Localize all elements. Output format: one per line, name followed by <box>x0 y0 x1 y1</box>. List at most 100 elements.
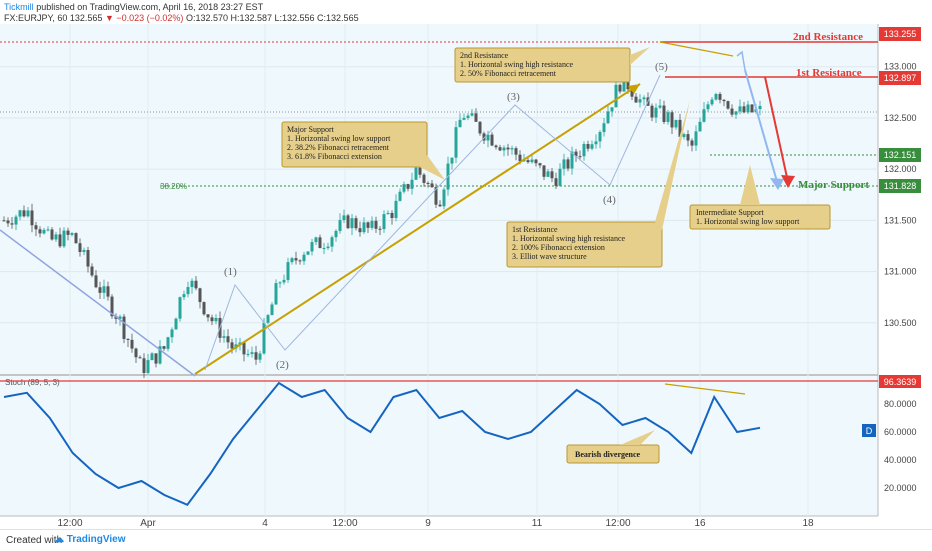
candle-body <box>758 105 762 110</box>
svg-text:132.897: 132.897 <box>884 73 917 83</box>
candle-body <box>186 287 190 295</box>
candle-body <box>458 119 462 128</box>
candle-body <box>342 215 346 221</box>
projection-line-blue <box>744 69 779 186</box>
candle-body <box>462 117 466 120</box>
svg-text:133.255: 133.255 <box>884 29 917 39</box>
candle-body <box>122 316 126 339</box>
candle-body <box>14 216 18 225</box>
candle-body <box>466 115 470 118</box>
candle-body <box>182 294 186 298</box>
candle-body <box>610 107 614 112</box>
candle-body <box>658 105 662 108</box>
annotation-second-resistance: 2nd Resistance 1. Horizontal swing high r… <box>454 47 650 83</box>
price-pane-background <box>0 24 878 374</box>
candle-body <box>642 97 646 100</box>
chart-header: Tickmill published on TradingView.com, A… <box>0 0 932 24</box>
symbol-label[interactable]: FX:EURJPY, 60 <box>4 13 68 23</box>
candle-body <box>746 104 750 113</box>
candle-body <box>618 84 622 92</box>
projection-line-red <box>764 76 789 183</box>
candle-body <box>210 317 214 322</box>
svg-text:131.828: 131.828 <box>884 181 917 191</box>
tradingview-logo[interactable]: ☁ TradingView <box>54 534 126 545</box>
candle-body <box>386 212 390 215</box>
uptrend-line <box>194 83 641 375</box>
candle-body <box>662 105 666 122</box>
candle-body <box>742 106 746 113</box>
candle-body <box>150 353 154 361</box>
price-label-major-support: 131.828 <box>879 179 921 193</box>
candle-body <box>254 352 258 360</box>
candle-body <box>58 234 62 247</box>
candle-body <box>310 242 314 252</box>
candle-body <box>10 223 14 225</box>
candle-body <box>178 297 182 319</box>
stoch-d-badge[interactable]: D <box>862 424 876 437</box>
candle-body <box>682 134 686 137</box>
candle-body <box>350 218 354 229</box>
price-tick: 133.000 <box>884 62 917 72</box>
candle-body <box>494 145 498 148</box>
time-tick: 12:00 <box>57 518 82 529</box>
candle-body <box>582 143 586 157</box>
ohlc-values: O:132.570 H:132.587 L:132.556 C:132.565 <box>185 13 359 23</box>
candle-body <box>102 286 106 293</box>
candle-body <box>202 302 206 315</box>
candle-body <box>226 336 230 343</box>
candle-body <box>694 131 698 146</box>
candle-body <box>506 147 510 150</box>
candle-body <box>338 220 342 231</box>
candle-body <box>198 288 202 303</box>
trading-chart[interactable]: 133.000 132.500 132.000 131.500 131.000 130.5… <box>0 24 932 529</box>
candle-body <box>722 99 726 102</box>
candle-body <box>670 112 674 128</box>
candle-body <box>602 123 606 133</box>
publisher-name[interactable]: Tickmill <box>4 2 34 12</box>
price-label-second-resistance: 133.255 <box>879 27 921 41</box>
second-resistance-text: 2nd Resistance <box>793 31 863 43</box>
price-change: ▼ −0.023 (−0.02%) <box>104 13 184 23</box>
candle-body <box>402 184 406 192</box>
time-tick: 11 <box>532 518 543 529</box>
time-axis: 12:00 Apr 4 12:00 9 11 12:00 16 18 <box>57 518 814 529</box>
candle-body <box>686 134 690 141</box>
candle-body <box>362 222 366 233</box>
stoch-line <box>3 381 761 507</box>
candle-body <box>678 119 682 137</box>
last-price: 132.565 <box>69 13 103 23</box>
candle-body <box>258 353 262 360</box>
candle-body <box>394 200 398 219</box>
candle-body <box>530 159 534 163</box>
candle-body <box>238 342 242 345</box>
stoch-label[interactable]: Stoch (89, 5, 3) <box>5 378 60 387</box>
price-tick: 131.500 <box>884 215 917 225</box>
candle-body <box>586 143 590 149</box>
candle-body <box>26 210 30 217</box>
candle-body <box>634 96 638 103</box>
fib-level-label: 38.20% <box>160 182 187 191</box>
candle-body <box>334 230 338 238</box>
price-tick: 131.000 <box>884 267 917 277</box>
candle-body <box>534 159 538 164</box>
candle-body <box>570 151 574 169</box>
candle-body <box>574 151 578 157</box>
candle-body <box>142 358 146 373</box>
candle-body <box>442 189 446 207</box>
candle-body <box>486 134 490 141</box>
candle-body <box>674 119 678 128</box>
candle-body <box>78 243 82 252</box>
candle-body <box>158 346 162 364</box>
price-label-intermediate: 132.151 <box>879 148 921 162</box>
candle-body <box>50 229 54 240</box>
candle-body <box>438 204 442 207</box>
candle-body <box>162 346 166 349</box>
candle-body <box>322 248 326 250</box>
candle-body <box>690 140 694 146</box>
candle-body <box>30 210 34 226</box>
candle-body <box>354 218 358 229</box>
candle-body <box>270 304 274 316</box>
candle-body <box>358 228 362 233</box>
candle-body <box>454 127 458 158</box>
